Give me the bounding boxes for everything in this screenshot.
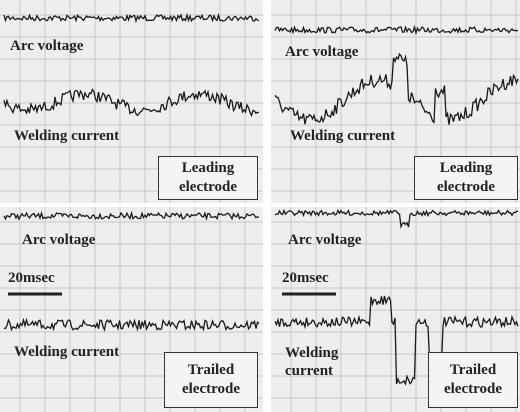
electrode-label: Leading electrode bbox=[414, 156, 518, 200]
time-scale: 20msec bbox=[8, 270, 55, 287]
figure: Arc voltage Welding current Leading elec… bbox=[0, 0, 520, 412]
arc-label: Arc voltage bbox=[10, 38, 83, 55]
electrode-label: Trailed electrode bbox=[428, 352, 518, 408]
arc-label: Arc voltage bbox=[285, 44, 358, 61]
arc-label: Arc voltage bbox=[288, 232, 361, 249]
current-label: Welding current bbox=[290, 128, 395, 145]
electrode-label: Trailed electrode bbox=[164, 352, 258, 408]
current-label: Welding current bbox=[14, 128, 119, 145]
electrode-label: Leading electrode bbox=[158, 156, 258, 200]
current-label: Welding current bbox=[285, 344, 365, 380]
time-scale: 20msec bbox=[282, 270, 329, 287]
current-label: Welding current bbox=[14, 344, 119, 361]
arc-label: Arc voltage bbox=[22, 232, 95, 249]
